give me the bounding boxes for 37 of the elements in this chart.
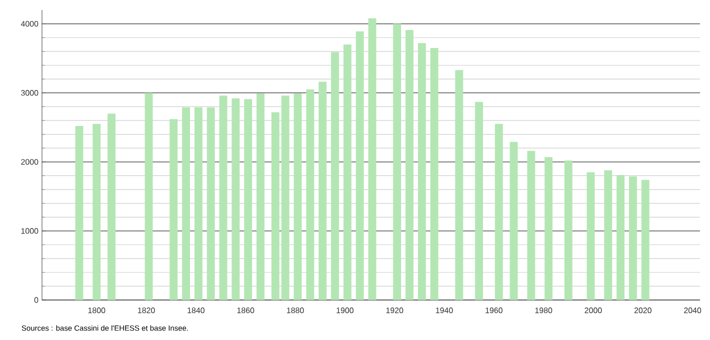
bar [393,24,402,300]
bar [455,70,464,300]
bar [219,96,228,300]
bar [494,124,503,300]
bar [564,160,572,300]
bar [475,102,483,300]
bar [604,170,612,300]
bar [628,176,637,300]
bar [194,107,202,300]
bar [510,142,518,300]
bar [271,112,280,300]
bar [108,114,116,300]
bar [430,48,438,300]
bar [356,31,364,300]
bar [368,18,376,300]
bar [232,98,240,300]
bar [75,126,84,300]
bar [306,89,314,300]
bar [294,94,302,300]
bar [418,43,426,300]
bar [170,119,178,300]
bar [144,92,153,300]
bar [544,157,553,300]
bar [281,96,290,300]
bar [182,107,190,300]
bar [318,82,327,300]
bar [343,44,352,300]
bar [586,172,595,300]
bar [616,175,625,300]
bar [641,180,650,300]
bar [206,107,215,300]
bar [331,52,339,300]
bar [92,124,101,300]
bar [256,94,264,300]
bar [244,99,252,300]
bar [527,150,536,300]
bar [406,30,414,300]
